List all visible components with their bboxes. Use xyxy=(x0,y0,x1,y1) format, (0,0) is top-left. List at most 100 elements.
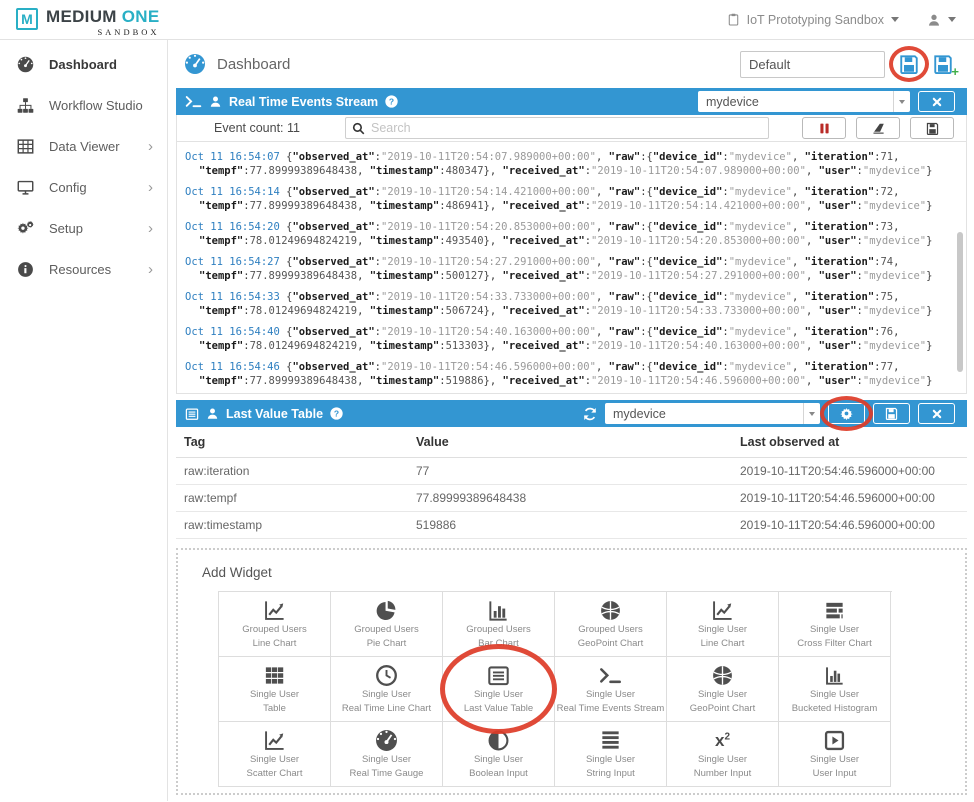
widget-option-single-user-scatter-chart[interactable]: Single User Scatter Chart xyxy=(219,721,331,787)
widget-option-type: Real Time Gauge xyxy=(349,767,424,779)
device-select[interactable]: mydevice xyxy=(605,403,820,424)
widget-option-group: Single User xyxy=(809,754,860,765)
plus-icon: + xyxy=(951,64,959,79)
brand-mark: M xyxy=(16,8,38,30)
workspace-switcher[interactable]: IoT Prototyping Sandbox xyxy=(727,13,899,27)
search-icon xyxy=(352,122,365,135)
widget-option-single-user-cross-filter-chart[interactable]: Single User Cross Filter Chart xyxy=(779,591,891,657)
line-chart-icon xyxy=(711,597,734,623)
sidebar-item-config[interactable]: Config › xyxy=(0,167,167,208)
pause-stream-button[interactable] xyxy=(802,117,846,139)
gauge-icon xyxy=(375,727,398,753)
last-observed-cell: 2019-10-11T20:54:46.596000+00:00 xyxy=(732,484,967,512)
widget-option-type: String Input xyxy=(586,767,635,779)
brand-subtitle: SANDBOX xyxy=(97,27,160,37)
chevron-right-icon: › xyxy=(148,179,153,196)
widget-option-group: Single User xyxy=(473,689,524,700)
log-entry: Oct 11 16:54:46 {"observed_at":"2019-10-… xyxy=(185,361,933,387)
device-select[interactable]: mydevice xyxy=(698,91,910,112)
boolean-icon xyxy=(487,727,510,753)
table-cells-icon xyxy=(263,662,286,688)
widget-settings-button[interactable] xyxy=(820,396,873,431)
close-widget-button[interactable] xyxy=(918,403,955,424)
sidebar-item-label: Resources xyxy=(49,262,112,277)
widget-option-single-user-user-input[interactable]: Single User User Input xyxy=(779,721,891,787)
widget-option-group: Grouped Users xyxy=(354,624,419,635)
gears-icon xyxy=(17,220,34,237)
log-entry: Oct 11 16:54:33 {"observed_at":"2019-10-… xyxy=(185,291,933,317)
widget-option-type: Table xyxy=(263,702,286,714)
last-value-widget: Last Value Table ? mydevice xyxy=(176,396,967,539)
widget-option-type: Pie Chart xyxy=(366,637,407,649)
dashboard-name-input[interactable] xyxy=(740,50,885,78)
widget-option-single-user-number-input[interactable]: x2 Single User Number Input xyxy=(667,721,779,787)
widget-option-group: Single User xyxy=(809,624,860,635)
widget-option-group: Single User xyxy=(697,689,748,700)
svg-text:?: ? xyxy=(334,408,339,418)
widget-option-single-user-geopoint-chart[interactable]: Single User GeoPoint Chart xyxy=(667,656,779,722)
widget-option-single-user-string-input[interactable]: Single User String Input xyxy=(555,721,667,787)
sidebar-item-resources[interactable]: Resources › xyxy=(0,249,167,290)
brand-name-primary: MEDIUM xyxy=(46,7,117,26)
widget-option-single-user-real-time-gauge[interactable]: Single User Real Time Gauge xyxy=(331,721,443,787)
save-as-new-dashboard-button[interactable]: + xyxy=(933,54,959,78)
widget-option-single-user-bucketed-histogram[interactable]: Single User Bucketed Histogram xyxy=(779,656,891,722)
workspace-name: IoT Prototyping Sandbox xyxy=(746,12,884,27)
export-log-button[interactable] xyxy=(910,117,954,139)
widget-option-type: Real Time Line Chart xyxy=(341,702,432,714)
widget-option-single-user-line-chart[interactable]: Single User Line Chart xyxy=(667,591,779,657)
sidebar-item-label: Dashboard xyxy=(49,57,117,72)
user-menu[interactable] xyxy=(927,13,956,27)
user-icon xyxy=(927,13,941,27)
top-bar: M MEDIUM ONE SANDBOX IoT Prototyping San… xyxy=(0,0,974,40)
widget-option-group: Single User xyxy=(697,754,748,765)
line-chart-icon xyxy=(263,597,286,623)
widget-option-single-user-real-time-events-stream[interactable]: Single User Real Time Events Stream xyxy=(555,656,667,722)
widget-option-grouped-users-bar-chart[interactable]: Grouped Users Bar Chart xyxy=(443,591,555,657)
sidebar-item-dashboard[interactable]: Dashboard xyxy=(0,44,167,85)
value-cell: 519886 xyxy=(408,511,732,539)
close-widget-button[interactable] xyxy=(918,91,955,112)
monitor-icon xyxy=(17,179,34,196)
scrollbar[interactable] xyxy=(957,232,963,372)
sidebar: Dashboard Workflow Studio Data Viewer › Conf… xyxy=(0,40,168,801)
user-icon xyxy=(206,407,219,420)
terminal-icon xyxy=(185,95,202,108)
sidebar-item-data-viewer[interactable]: Data Viewer › xyxy=(0,126,167,167)
save-icon xyxy=(885,407,898,420)
clipboard-icon xyxy=(727,13,740,26)
widget-grid: Grouped Users Line Chart Grouped Users Pie … xyxy=(218,590,892,787)
main-content: Dashboard + Real Time Events Stre xyxy=(168,40,974,801)
widget-option-type: Line Chart xyxy=(252,637,297,649)
device-select-value: mydevice xyxy=(706,94,759,109)
column-header-value: Value xyxy=(408,427,732,458)
widget-title: Last Value Table xyxy=(226,406,324,421)
widget-option-grouped-users-pie-chart[interactable]: Grouped Users Pie Chart xyxy=(331,591,443,657)
save-dashboard-button[interactable] xyxy=(889,46,929,82)
pie-chart-icon xyxy=(375,597,398,623)
widget-option-single-user-table[interactable]: Single User Table xyxy=(219,656,331,722)
help-icon[interactable]: ? xyxy=(330,407,343,420)
sidebar-item-workflow-studio[interactable]: Workflow Studio xyxy=(0,85,167,126)
svg-text:?: ? xyxy=(389,96,394,106)
close-icon xyxy=(932,97,942,107)
save-widget-button[interactable] xyxy=(873,403,910,424)
tag-cell: raw:tempf xyxy=(176,484,408,512)
widget-option-group: Single User xyxy=(249,754,300,765)
help-icon[interactable]: ? xyxy=(385,95,398,108)
brand-logo[interactable]: M MEDIUM ONE SANDBOX xyxy=(16,0,160,39)
search-input[interactable] xyxy=(371,121,762,135)
pause-icon xyxy=(818,122,831,135)
widget-option-single-user-real-time-line-chart[interactable]: Single User Real Time Line Chart xyxy=(331,656,443,722)
clock-icon xyxy=(375,662,398,688)
widget-option-grouped-users-geopoint-chart[interactable]: Grouped Users GeoPoint Chart xyxy=(555,591,667,657)
save-plus-icon xyxy=(933,54,953,74)
widget-option-grouped-users-line-chart[interactable]: Grouped Users Line Chart xyxy=(219,591,331,657)
sidebar-item-setup[interactable]: Setup › xyxy=(0,208,167,249)
clear-log-button[interactable] xyxy=(856,117,900,139)
widget-option-single-user-last-value-table[interactable]: Single User Last Value Table xyxy=(440,643,557,734)
refresh-icon[interactable] xyxy=(583,407,597,421)
sidebar-item-label: Config xyxy=(49,180,87,195)
widget-option-single-user-boolean-input[interactable]: Single User Boolean Input xyxy=(443,721,555,787)
event-log[interactable]: Oct 11 16:54:07 {"observed_at":"2019-10-… xyxy=(176,142,967,394)
